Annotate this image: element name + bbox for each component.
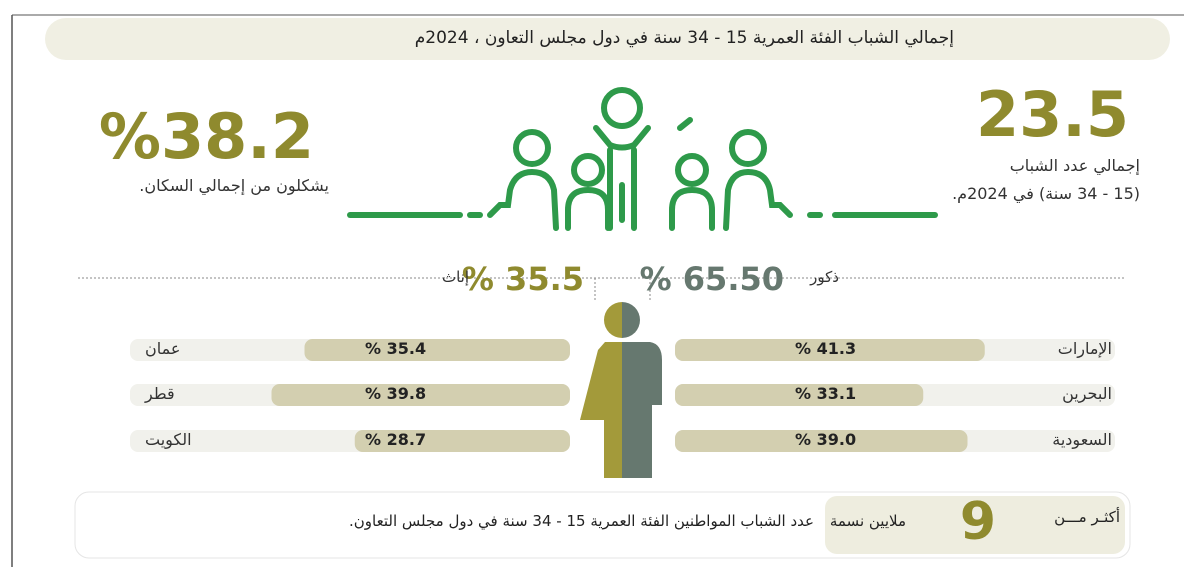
female-label: إناث <box>441 268 469 286</box>
bar <box>675 430 968 452</box>
female-value: % 35.5 <box>461 260 584 298</box>
male-label: ذكور <box>810 268 839 286</box>
header-band <box>45 18 1170 60</box>
bar-label: % 39.0 <box>795 430 857 449</box>
footer-text: عدد الشباب المواطنين الفئة العمرية 15 - … <box>349 512 814 530</box>
country-name: البحرين <box>1062 384 1112 403</box>
bar-label: % 39.8 <box>365 384 427 403</box>
bar <box>304 339 570 361</box>
bar-label: % 28.7 <box>365 430 427 449</box>
total-value: 23.5 <box>976 78 1129 151</box>
bar <box>271 384 570 406</box>
total-caption: (15 - 34 سنة) في 2024م. <box>952 184 1140 203</box>
total-caption: إجمالي عدد الشباب <box>1009 156 1140 175</box>
bar <box>675 384 924 406</box>
share-caption: يشكلون من إجمالي السكان. <box>139 176 329 195</box>
footer-prefix: أكثـر مـــن <box>1054 508 1120 526</box>
footer-highlight <box>825 496 1125 554</box>
bar-label: % 35.4 <box>365 339 427 358</box>
header-title: إجمالي الشباب الفئة العمرية 15 - 34 سنة … <box>414 28 954 48</box>
footer-unit: ملايين نسمة <box>829 512 906 530</box>
bar-label: % 33.1 <box>795 384 857 403</box>
bar <box>675 339 985 361</box>
country-name: الكويت <box>145 430 192 449</box>
footer-number: 9 <box>959 492 996 552</box>
bar <box>354 430 570 452</box>
country-name: قطر <box>145 384 175 403</box>
male-value: % 65.50 <box>639 260 784 298</box>
bar-label: % 41.3 <box>795 339 857 358</box>
share-value: %38.2 <box>98 100 314 173</box>
country-name: السعودية <box>1052 430 1112 449</box>
gender-figure <box>580 302 662 478</box>
country-name: عمان <box>145 339 181 358</box>
country-name: الإمارات <box>1057 339 1112 358</box>
youth-icon <box>347 87 938 231</box>
